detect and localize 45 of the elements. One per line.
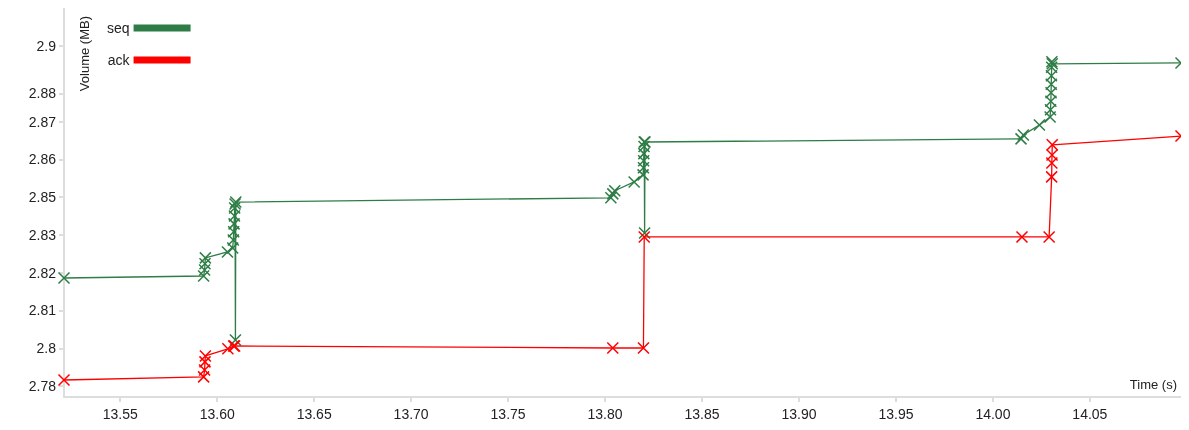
point (221, 342, 235, 356)
point (1033, 118, 1046, 132)
point (638, 226, 651, 240)
y-tick-label: 2.85 (28, 188, 57, 205)
x-tick-label: 13.55 (102, 406, 138, 422)
y-tick-label: 2.87 (28, 113, 57, 130)
legend-label: seq (106, 20, 130, 36)
point (1015, 230, 1029, 244)
point (1043, 110, 1057, 124)
point (608, 184, 621, 197)
point (1014, 132, 1028, 146)
point (604, 191, 618, 205)
point (57, 271, 71, 285)
point (606, 187, 620, 201)
point (637, 230, 651, 244)
x-tick-label: 13.80 (587, 406, 623, 422)
x-tick-label: 13.75 (490, 406, 526, 422)
point (1042, 230, 1056, 244)
point (627, 175, 641, 189)
point (229, 333, 242, 347)
x-tick-label: 13.70 (393, 406, 429, 422)
y-tick-label: 2.8 (36, 340, 57, 357)
y-tick-label: 2.81 (28, 302, 57, 319)
y-tick-label: 2.86 (28, 151, 57, 168)
x-tick-label: 13.65 (296, 406, 332, 422)
point (57, 373, 71, 387)
x-axis-title: Time (s) (1129, 377, 1177, 392)
point (197, 370, 210, 384)
y-tick-label: 2.83 (28, 226, 57, 243)
x-tick-label: 13.90 (781, 406, 817, 422)
point (606, 341, 620, 355)
point (637, 341, 650, 355)
x-tick-label: 13.60 (199, 406, 235, 422)
y-tick-label: 2.78 (28, 377, 57, 394)
y-tick-label: 2.9 (36, 37, 57, 54)
y-axis-title: Volume (MB) (77, 16, 92, 92)
legend-label: ack (107, 52, 131, 68)
point (221, 245, 234, 259)
x-tick-label: 14.00 (975, 406, 1011, 422)
x-tick-label: 13.95 (878, 406, 914, 422)
x-tick-label: 13.85 (684, 406, 720, 422)
point (1017, 128, 1030, 142)
x-tick-label: 14.05 (1072, 406, 1108, 422)
y-tick-label: 2.88 (28, 85, 57, 102)
y-tick-label: 2.82 (28, 264, 57, 281)
